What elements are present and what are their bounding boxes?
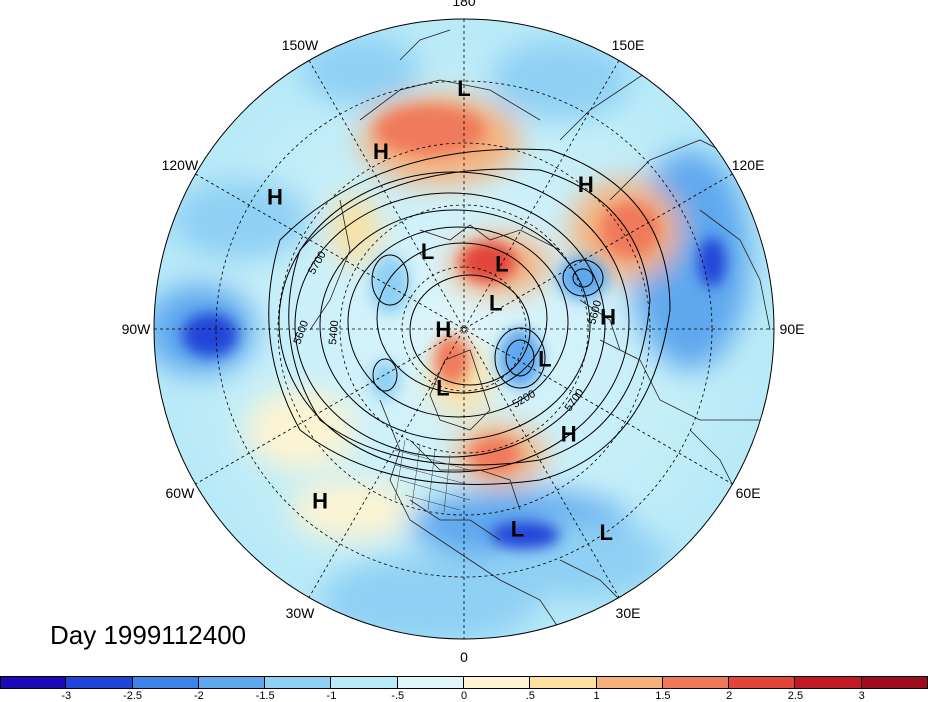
longitude-label: 0 <box>460 649 468 665</box>
colorbar-tick-label: -3 <box>61 690 72 702</box>
longitude-label: 150E <box>612 37 645 53</box>
longitude-label: 60W <box>166 485 196 501</box>
colorbar-swatch <box>530 676 597 689</box>
colorbar-swatch <box>729 676 796 689</box>
longitude-label: 30W <box>286 605 316 621</box>
colorbar-swatch <box>0 676 67 689</box>
colorbar-swatch <box>198 676 266 689</box>
high-pressure-marker: H <box>373 139 389 164</box>
colorbar-tick-label: 1 <box>593 690 600 702</box>
colorbar-swatch <box>66 676 133 689</box>
colorbar-tick-label: 2.5 <box>787 690 804 702</box>
longitude-label: 180 <box>452 0 476 9</box>
colorbar-tick-label: 2 <box>726 690 733 702</box>
longitude-label: 90W <box>122 321 152 337</box>
high-pressure-marker: H <box>578 172 594 197</box>
colorbar-swatch <box>331 676 398 689</box>
colorbar-tick-label: 0 <box>460 690 468 702</box>
colorbar-swatch <box>132 676 199 689</box>
longitude-label: 90E <box>780 321 805 337</box>
low-pressure-marker: L <box>421 239 434 264</box>
colorbar-tick-label: -1 <box>326 690 337 702</box>
longitude-label: 60E <box>736 485 761 501</box>
colorbar: -3 -2.5 -2 -1.5 -1 -.5 0 .5 1 1.5 2 2.5 3 <box>0 676 928 702</box>
polar-map: 5700 5600 5400 5200 5700 5600 HHHHHHHLLL… <box>122 0 805 665</box>
colorbar-swatch <box>662 676 730 689</box>
low-pressure-marker: L <box>489 290 502 315</box>
colorbar-swatch <box>397 676 464 689</box>
low-pressure-marker: L <box>599 520 612 545</box>
low-pressure-marker: L <box>538 347 551 372</box>
low-pressure-marker: L <box>495 251 508 276</box>
longitude-label: 150W <box>282 37 319 53</box>
plot-title: Day 1999112400 <box>50 620 247 650</box>
colorbar-tick-label: -1.5 <box>255 690 275 702</box>
high-pressure-marker: H <box>435 317 451 342</box>
high-pressure-marker: H <box>312 489 328 514</box>
colorbar-tick-label: -.5 <box>391 690 405 702</box>
high-pressure-marker: H <box>600 304 616 329</box>
colorbar-tick-label: .5 <box>525 690 535 702</box>
high-pressure-marker: H <box>267 185 283 210</box>
longitude-label: 30E <box>616 605 641 621</box>
colorbar-swatch <box>265 676 332 689</box>
longitude-label: 120W <box>162 157 199 173</box>
colorbar-swatch <box>795 676 862 689</box>
longitude-label: 120E <box>732 157 765 173</box>
colorbar-tick-label: 1.5 <box>655 690 671 702</box>
contour-label: 5400 <box>327 320 341 345</box>
colorbar-tick-label: 3 <box>858 690 865 702</box>
high-pressure-marker: H <box>561 422 577 447</box>
colorbar-swatch <box>596 676 663 689</box>
low-pressure-marker: L <box>436 375 449 400</box>
colorbar-tick-label: -2 <box>193 690 204 702</box>
low-pressure-marker: L <box>457 76 470 101</box>
colorbar-swatch <box>464 676 531 689</box>
colorbar-tick-label: -2.5 <box>123 690 143 702</box>
low-pressure-marker: L <box>511 517 524 542</box>
colorbar-frame <box>0 676 928 689</box>
